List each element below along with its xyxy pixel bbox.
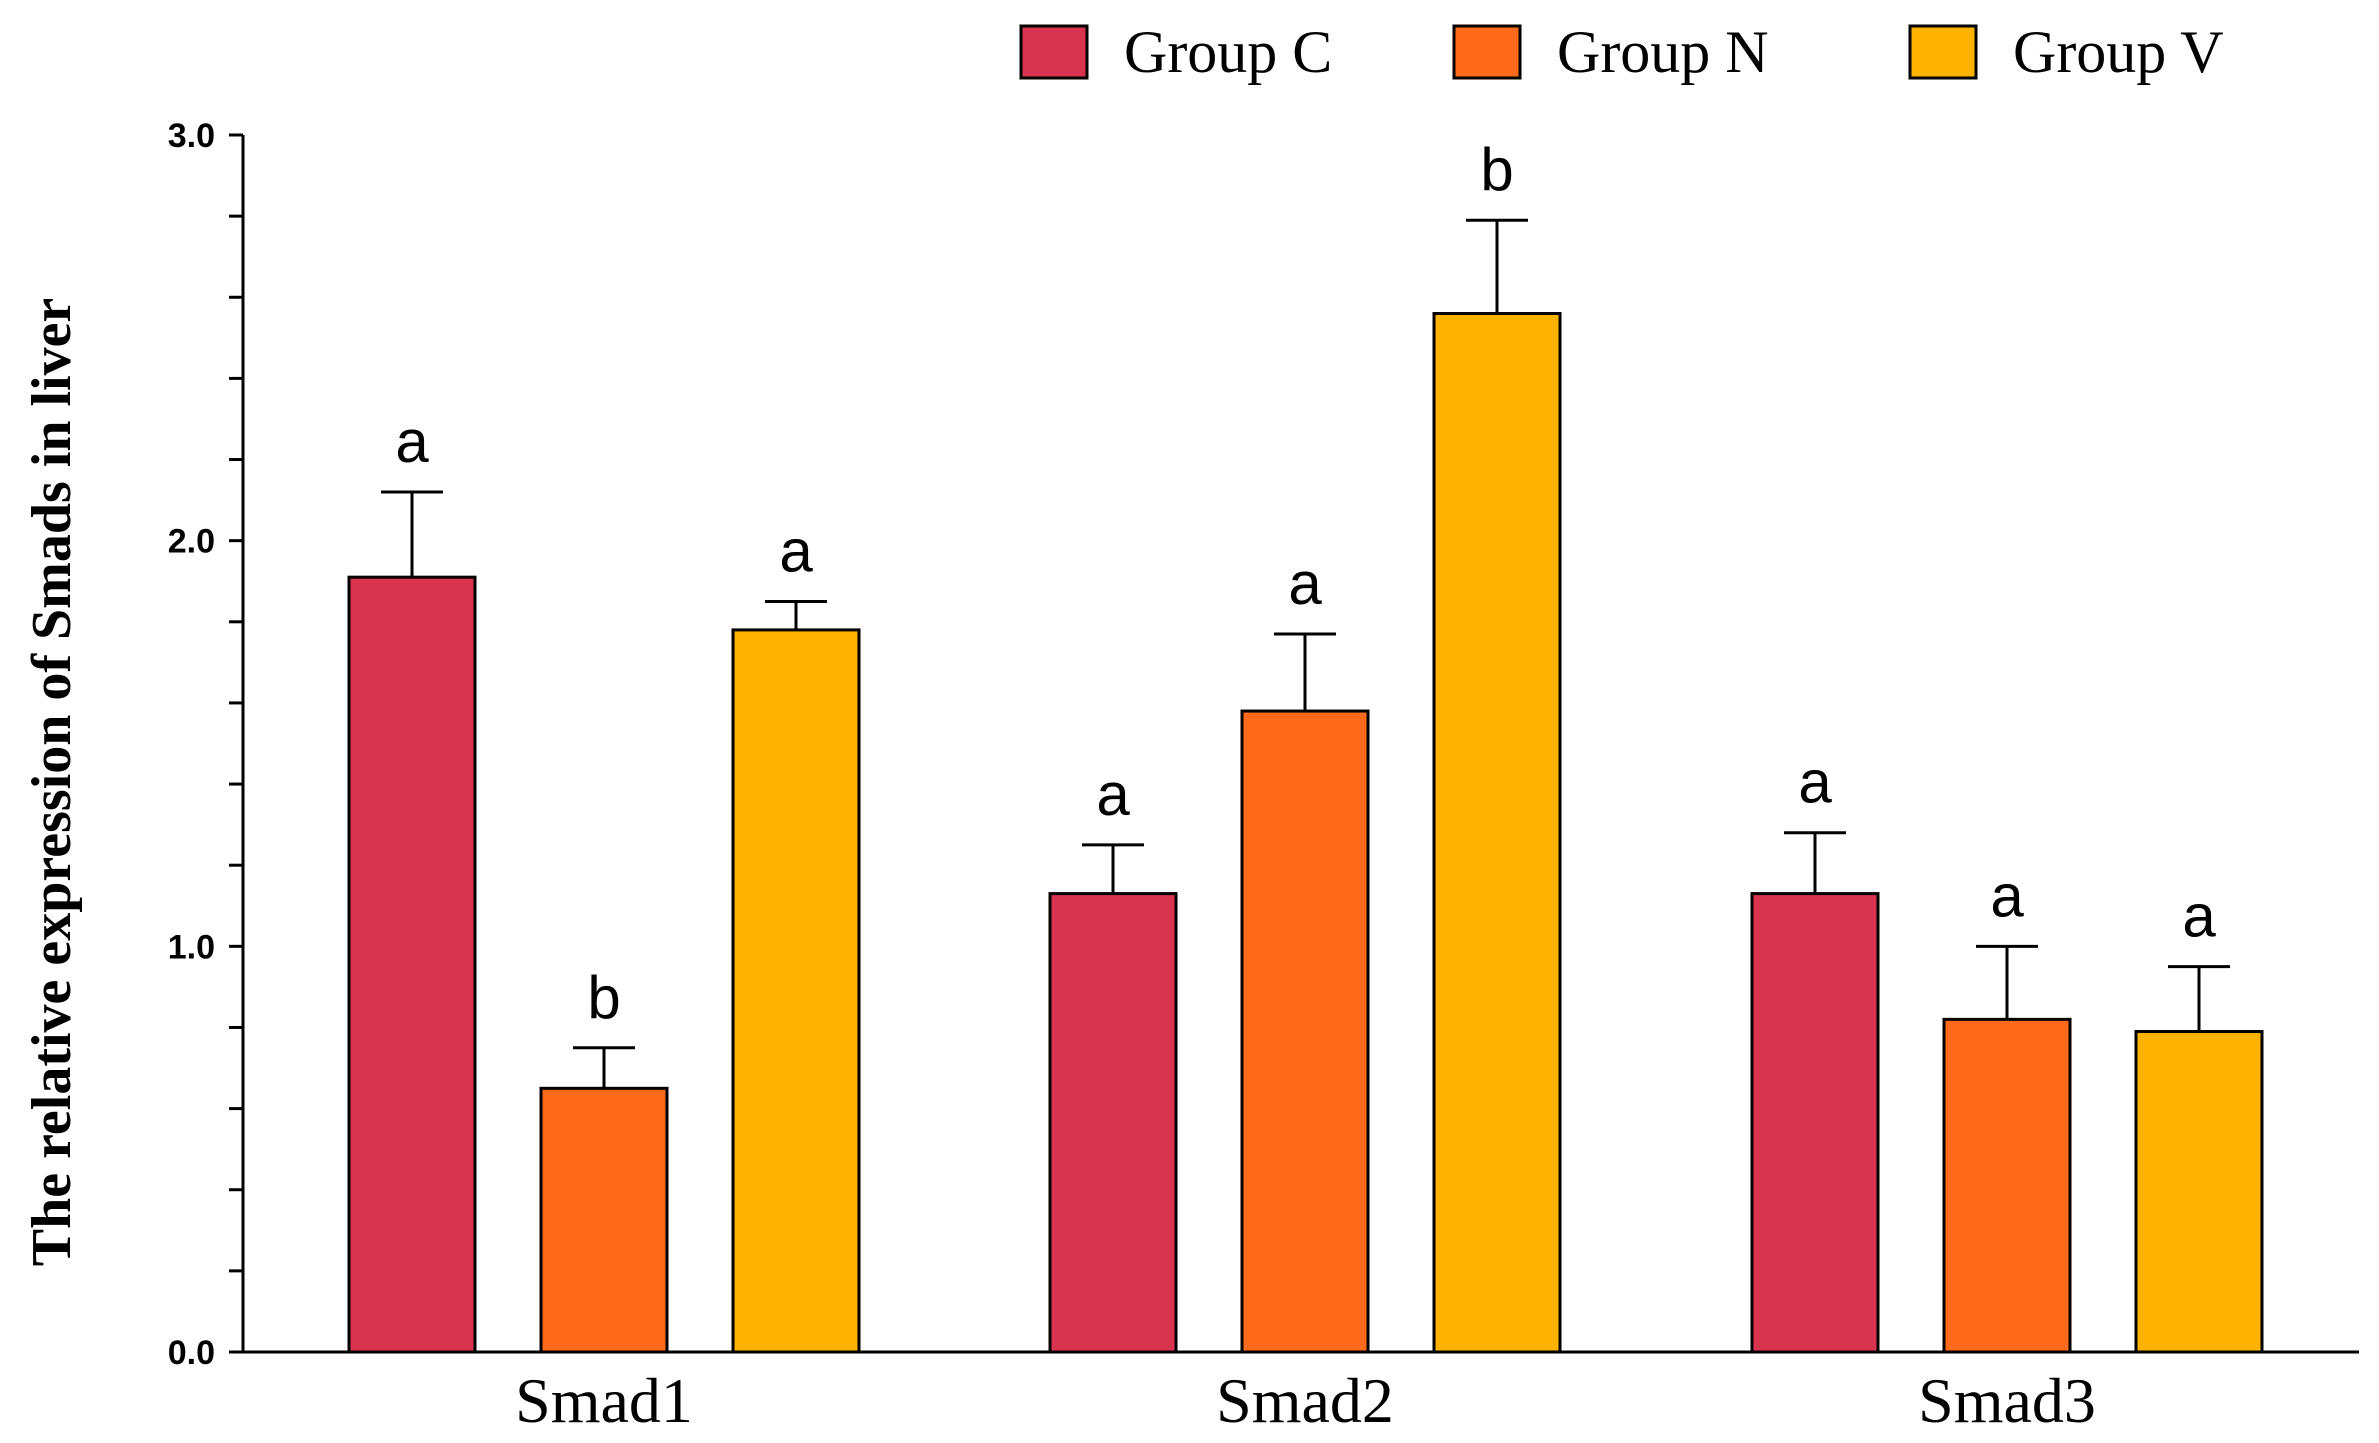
legend-label: Group C bbox=[1124, 19, 1332, 85]
bar bbox=[539, 1086, 669, 1354]
x-tick-label-smad2: Smad2 bbox=[1216, 1365, 1394, 1436]
bar bbox=[1432, 311, 1562, 1354]
legend-label: Group V bbox=[2013, 19, 2224, 85]
legend-item-group-v: Group V bbox=[1908, 19, 2224, 85]
bar-group-smad3-group-v: a bbox=[2134, 883, 2264, 1354]
legend-item-group-n: Group N bbox=[1452, 19, 1769, 85]
bar-group-smad3-group-n: a bbox=[1942, 862, 2072, 1354]
bars-group: a b a a a b a a a bbox=[347, 136, 2264, 1354]
significance-label: a bbox=[2182, 883, 2216, 950]
x-tick-label-smad1: Smad1 bbox=[515, 1365, 693, 1436]
significance-label: a bbox=[1798, 749, 1832, 816]
bar-group-smad1-group-c: a bbox=[347, 408, 477, 1354]
legend-label: Group N bbox=[1557, 19, 1769, 85]
bar bbox=[1942, 1017, 2072, 1354]
bar bbox=[1240, 709, 1370, 1354]
significance-label: a bbox=[1288, 550, 1322, 617]
legend-swatch bbox=[1908, 24, 1978, 80]
bar-group-smad2-group-n: a bbox=[1240, 550, 1370, 1354]
significance-label: b bbox=[587, 964, 620, 1031]
legend-item-group-c: Group C bbox=[1019, 19, 1332, 85]
significance-label: a bbox=[395, 408, 429, 475]
legend-swatch bbox=[1019, 24, 1089, 80]
bar bbox=[347, 575, 477, 1354]
bar bbox=[2134, 1030, 2264, 1354]
y-tick-label: 0.0 bbox=[168, 1334, 215, 1372]
legend: Group C Group N Group V bbox=[1019, 19, 2224, 85]
y-tick-label: 2.0 bbox=[168, 523, 215, 561]
bar-group-smad2-group-c: a bbox=[1048, 761, 1178, 1354]
bar-group-smad1-group-n: b bbox=[539, 964, 669, 1354]
bar bbox=[1048, 892, 1178, 1354]
significance-label: b bbox=[1480, 136, 1513, 203]
y-tick-label: 3.0 bbox=[168, 117, 215, 155]
bar bbox=[1750, 892, 1880, 1354]
y-axis-label: The relative expression of Smads in live… bbox=[21, 298, 83, 1267]
x-tick-label-smad3: Smad3 bbox=[1918, 1365, 2096, 1436]
significance-label: a bbox=[779, 518, 813, 585]
significance-label: a bbox=[1096, 761, 1130, 828]
legend-swatch bbox=[1452, 24, 1522, 80]
y-tick-label: 1.0 bbox=[168, 928, 215, 966]
bar-group-smad2-group-v: b bbox=[1432, 136, 1562, 1354]
bar-group-smad3-group-c: a bbox=[1750, 749, 1880, 1354]
bar-group-smad1-group-v: a bbox=[731, 518, 861, 1354]
bar bbox=[731, 628, 861, 1354]
significance-label: a bbox=[1990, 862, 2024, 929]
